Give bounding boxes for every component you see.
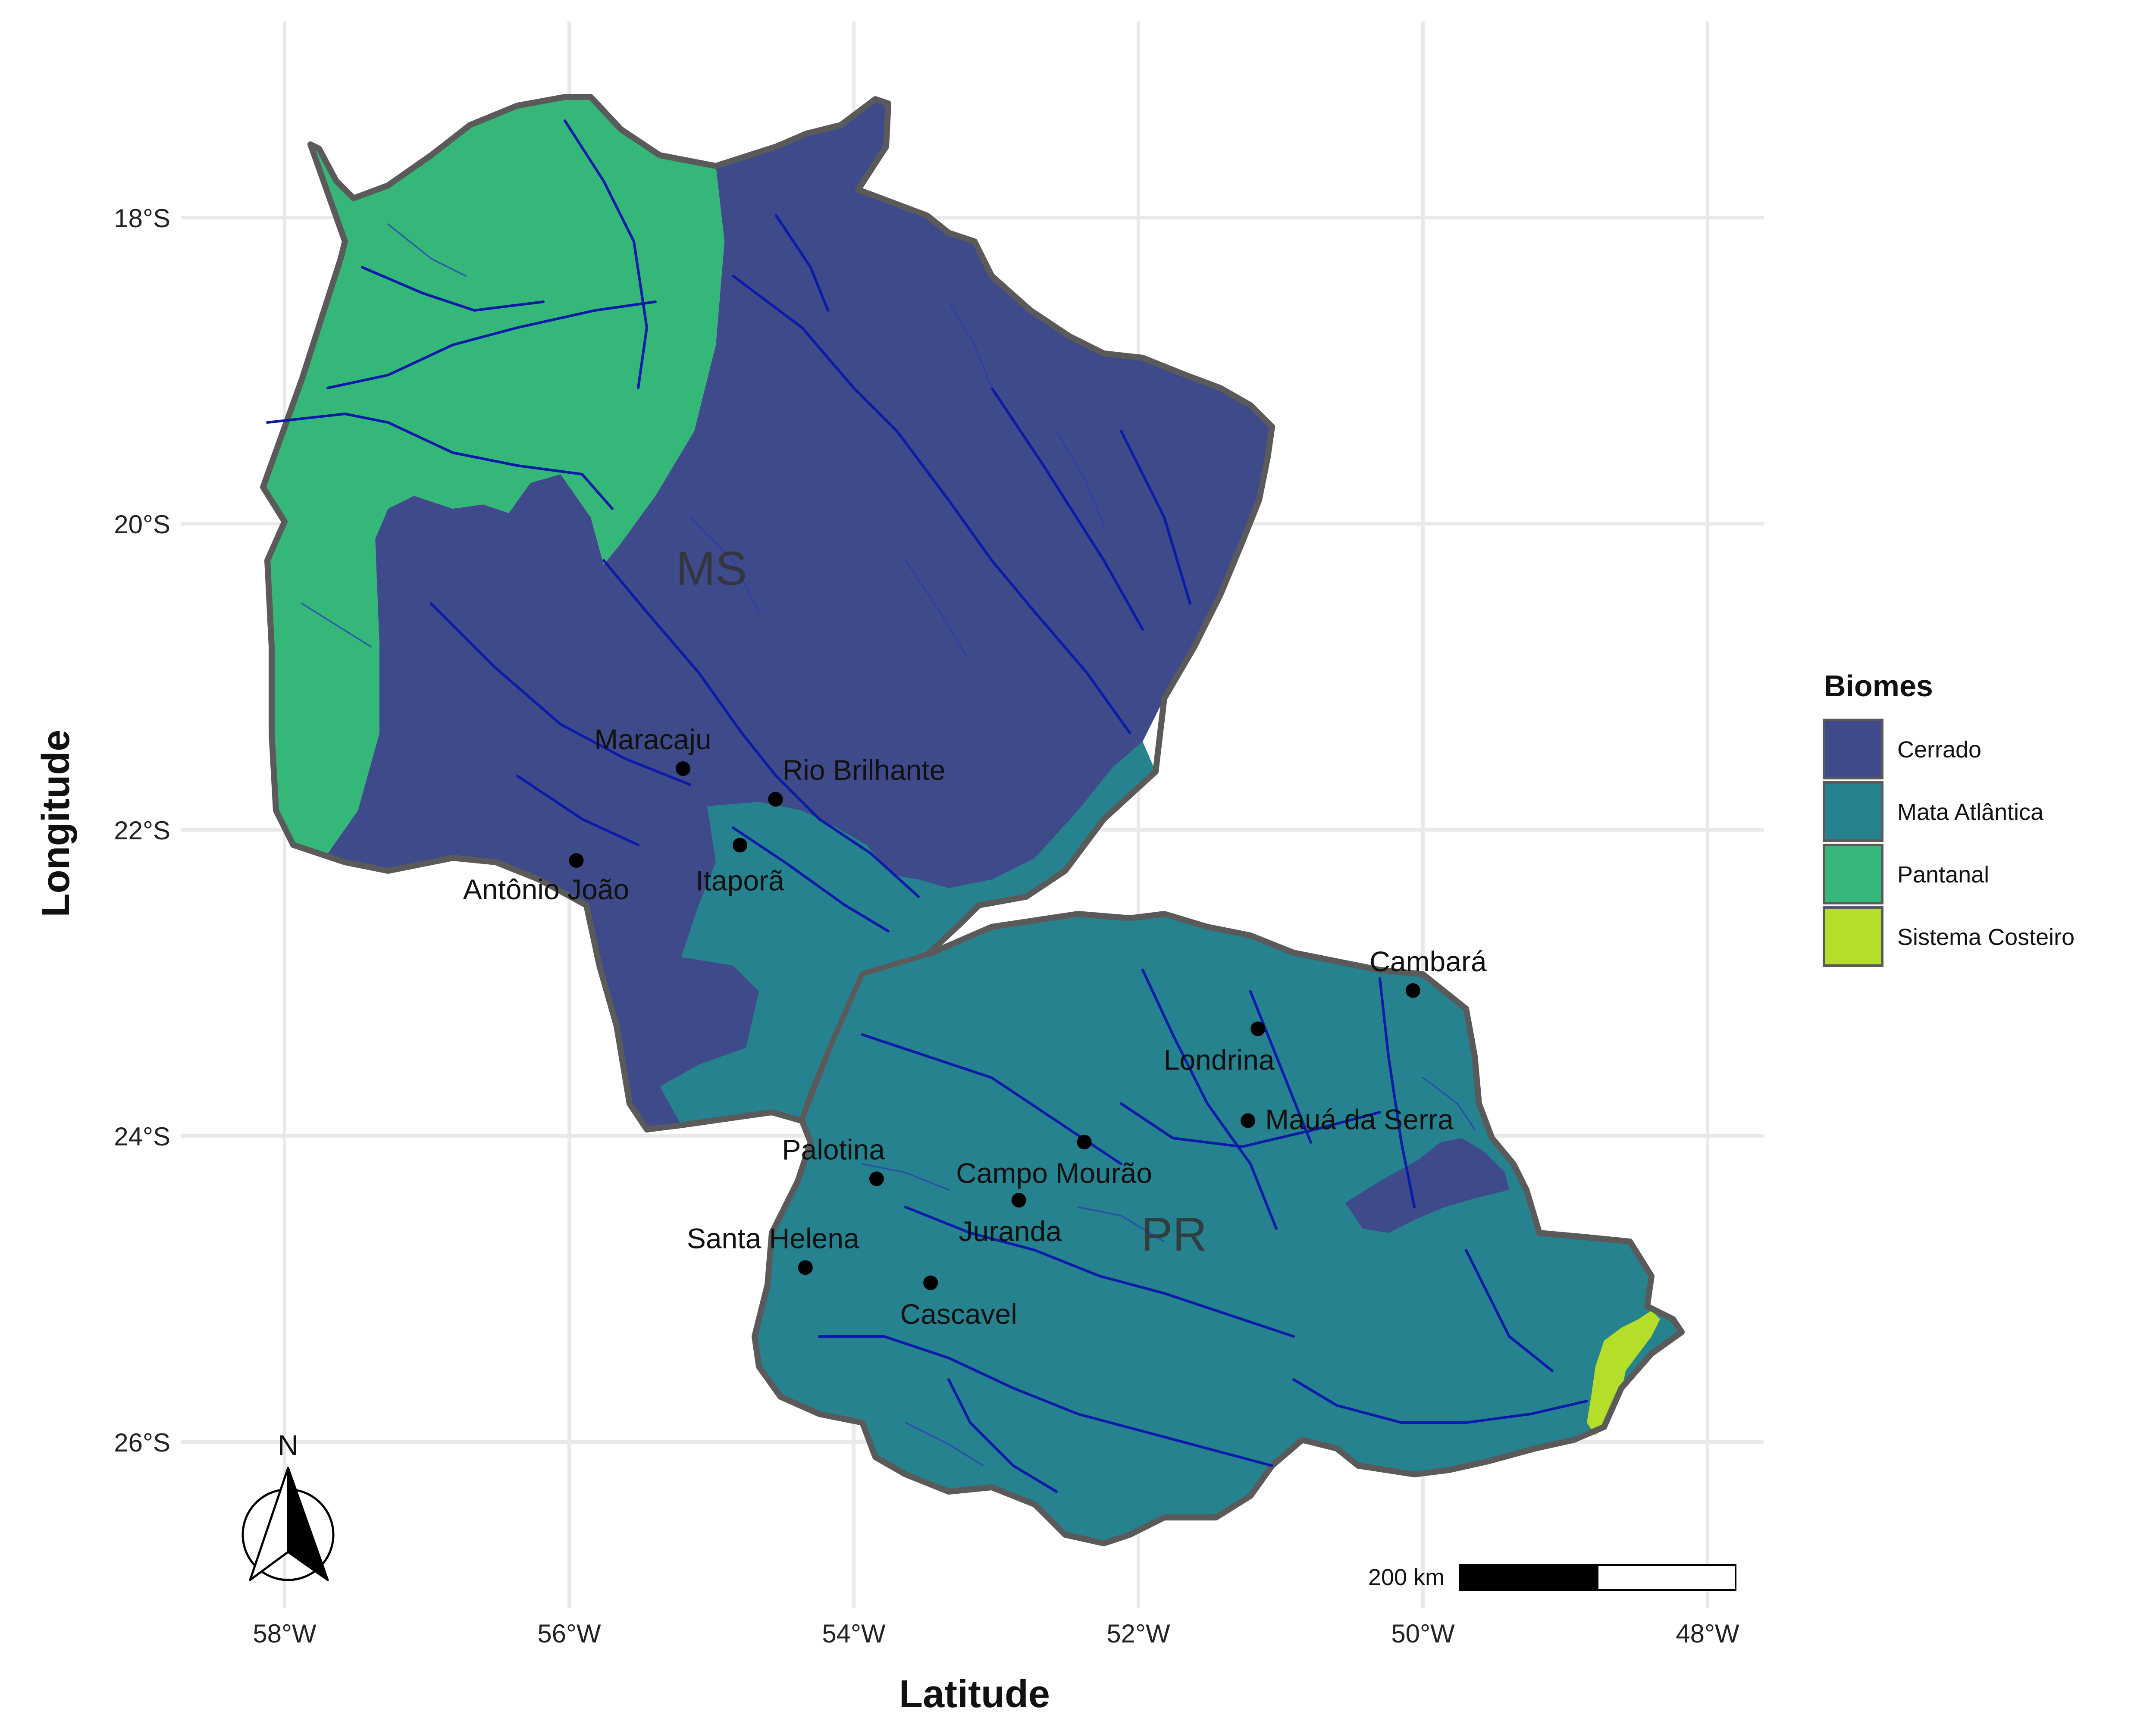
city-point xyxy=(768,792,783,807)
city-point xyxy=(569,853,584,868)
city-label: Londrina xyxy=(1164,1044,1275,1076)
city-marker: Antônio João xyxy=(463,853,629,905)
x-axis-title: Latitude xyxy=(899,1673,1050,1716)
scale-bar-black-segment xyxy=(1459,1564,1598,1591)
y-tick-label: 20°S xyxy=(114,510,170,539)
city-marker: Juranda xyxy=(959,1193,1062,1247)
scale-bar-white-segment xyxy=(1597,1564,1736,1591)
pr-sistema-costeiro-region xyxy=(1587,1311,1660,1436)
north-arrow: N xyxy=(241,1429,335,1581)
x-tick-label: 58°W xyxy=(253,1619,317,1648)
x-tick-label: 48°W xyxy=(1676,1619,1739,1648)
city-point xyxy=(1241,1113,1256,1128)
legend-item-pantanal: Pantanal xyxy=(1823,844,1989,904)
city-label: Santa Helena xyxy=(687,1222,859,1254)
north-arrow-label: N xyxy=(278,1429,298,1461)
city-marker: Palotina xyxy=(782,1133,885,1186)
city-label: Cambará xyxy=(1369,945,1487,977)
city-point xyxy=(1011,1193,1026,1208)
city-point xyxy=(1077,1135,1092,1150)
city-marker: Cascavel xyxy=(900,1275,1017,1330)
y-tick-label: 24°S xyxy=(114,1122,170,1151)
city-point xyxy=(869,1171,884,1186)
city-marker: Maracaju xyxy=(594,723,711,776)
x-tick-label: 56°W xyxy=(537,1619,601,1648)
x-tick-label: 54°W xyxy=(822,1619,886,1648)
state-labels: MS PR xyxy=(676,542,1207,1261)
city-marker: Cambará xyxy=(1369,945,1487,998)
north-arrow-left-half xyxy=(249,1467,289,1581)
y-axis-title: Longitude xyxy=(34,730,78,917)
city-marker: Mauá da Serra xyxy=(1241,1104,1454,1136)
city-label: Campo Mourão xyxy=(956,1157,1152,1189)
state-border xyxy=(800,953,928,1122)
pr-outline xyxy=(752,911,1685,1546)
ms-state xyxy=(260,94,1275,1132)
legend-swatch xyxy=(1823,906,1883,967)
city-marker: Rio Brilhante xyxy=(768,754,946,807)
x-axis: 58°W 56°W 54°W 52°W 50°W 48°W xyxy=(253,1619,1739,1648)
city-point xyxy=(923,1275,938,1290)
y-axis: 18°S 20°S 22°S 24°S 26°S xyxy=(114,204,170,1457)
river-network xyxy=(266,119,1588,1493)
legend-label: Cerrado xyxy=(1897,737,1981,763)
x-tick-label: 52°W xyxy=(1106,1619,1170,1648)
y-tick-label: 22°S xyxy=(114,816,170,845)
ms-pantanal-region xyxy=(263,97,724,854)
legend-item-sistema-costeiro: Sistema Costeiro xyxy=(1823,906,2075,967)
state-label: MS xyxy=(676,542,747,595)
x-tick-label: 50°W xyxy=(1391,1619,1455,1648)
north-arrow-right-half xyxy=(287,1467,329,1581)
legend-label: Mata Atlântica xyxy=(1897,799,2044,825)
scale-bar: 200 km xyxy=(1368,1564,1736,1591)
city-label: Palotina xyxy=(782,1133,885,1165)
city-point xyxy=(1250,1021,1266,1036)
city-markers: Maracaju Rio Brilhante Itaporã Antônio João… xyxy=(463,723,1487,1330)
city-label: Rio Brilhante xyxy=(783,754,946,786)
legend-swatch xyxy=(1823,844,1883,904)
city-marker: Campo Mourão xyxy=(956,1135,1152,1189)
legend-label: Sistema Costeiro xyxy=(1897,924,2075,950)
scale-bar-label: 200 km xyxy=(1368,1564,1445,1590)
legend-item-cerrado: Cerrado xyxy=(1823,719,1981,779)
state-label: PR xyxy=(1141,1208,1207,1261)
city-label: Antônio João xyxy=(463,873,629,905)
city-label: Maracaju xyxy=(594,723,711,755)
legend: Biomes Cerrado Mata Atlântica Pantanal S… xyxy=(1823,669,2075,967)
city-point xyxy=(1405,983,1420,998)
pr-cerrado-patch xyxy=(1345,1138,1509,1233)
city-point xyxy=(798,1260,813,1275)
city-label: Juranda xyxy=(959,1215,1062,1247)
pr-state xyxy=(752,911,1685,1546)
legend-swatch xyxy=(1823,781,1883,842)
legend-item-mata-atlantica: Mata Atlântica xyxy=(1823,781,2044,842)
y-tick-label: 18°S xyxy=(114,204,170,233)
city-marker: Santa Helena xyxy=(687,1222,859,1275)
city-label: Mauá da Serra xyxy=(1265,1104,1454,1136)
city-marker: Itaporã xyxy=(696,838,784,897)
ms-outline xyxy=(260,94,1275,1132)
city-label: Itaporã xyxy=(696,865,784,897)
city-label: Cascavel xyxy=(900,1298,1017,1330)
legend-swatch xyxy=(1823,719,1883,779)
city-point xyxy=(676,761,690,776)
ms-mata-atlantica-region xyxy=(660,741,1156,1125)
y-tick-label: 26°S xyxy=(114,1428,170,1457)
city-point xyxy=(733,838,747,853)
legend-label: Pantanal xyxy=(1897,862,1989,888)
city-marker: Londrina xyxy=(1164,1021,1275,1076)
legend-title: Biomes xyxy=(1824,669,1933,703)
pr-mata-atlantica-region xyxy=(755,914,1682,1543)
